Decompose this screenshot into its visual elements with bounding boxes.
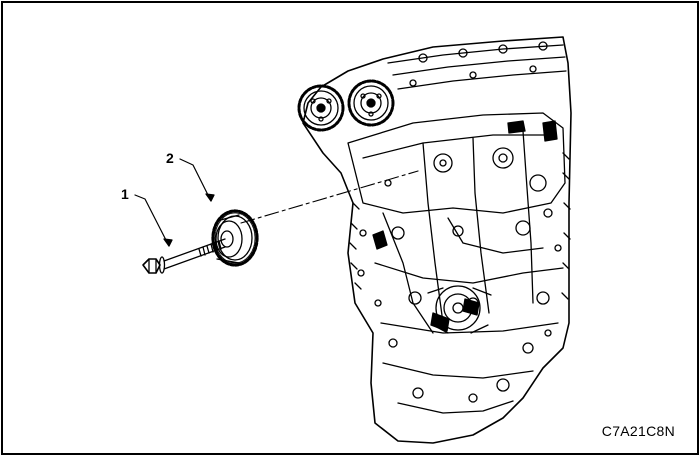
camshaft-sprocket-left	[297, 84, 345, 132]
alignment-line	[240, 170, 419, 224]
camshaft-sprocket-right	[347, 79, 395, 127]
leader-line-2	[179, 158, 212, 202]
leader-arrow-2	[205, 193, 215, 202]
idler-bolt	[142, 238, 226, 274]
callout-2: 2	[166, 150, 174, 166]
engine-block	[302, 36, 572, 444]
leader-line-1	[134, 194, 170, 247]
leader-arrow-1	[163, 238, 173, 247]
idler-sprocket	[211, 209, 259, 267]
figure-code: C7A21C8N	[601, 423, 675, 439]
callout-1: 1	[121, 186, 129, 202]
engine-illustration	[134, 36, 572, 444]
